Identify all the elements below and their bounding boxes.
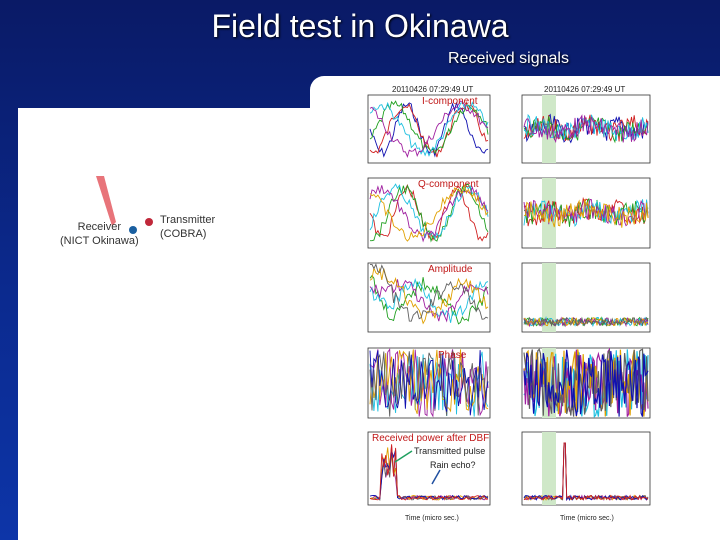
receiver-label-site: (NICT Okinawa) [60, 235, 139, 247]
panel-label-power: Received power after DBF [372, 433, 490, 444]
signal-trace [369, 100, 489, 158]
slide-subtitle: Received signals [448, 50, 569, 67]
signal-trace [369, 444, 489, 501]
signal-trace [369, 184, 489, 242]
highlight-band [542, 432, 556, 505]
signal-trace [523, 114, 649, 144]
signal-trace [370, 263, 489, 322]
signal-trace [369, 185, 489, 243]
signal-trace [369, 274, 489, 325]
signal-trace [523, 113, 649, 141]
signal-trace [369, 102, 489, 158]
annotation-rain-echo: Rain echo? [430, 460, 476, 470]
panel-label-q: Q-component [418, 179, 479, 190]
plot-frame [521, 431, 651, 506]
signal-trace [369, 350, 489, 416]
signal-trace [369, 184, 489, 242]
signal-trace [370, 184, 489, 243]
panel-label-amplitude: Amplitude [428, 264, 473, 275]
signal-trace [524, 199, 649, 228]
transmitter-marker [145, 218, 153, 226]
pulse-arrow [394, 450, 413, 463]
signal-trace [369, 349, 489, 415]
receiver-label: Receiver (NICT Okinawa) [60, 220, 139, 248]
highlight-band [542, 263, 556, 332]
signal-trace [523, 349, 649, 417]
receiver-label-name: Receiver [77, 221, 122, 233]
panel-label-phase: Phase [438, 350, 467, 361]
transmitter-label: Transmitter (COBRA) [160, 213, 215, 241]
beam-shape [96, 176, 116, 226]
signal-trace [523, 316, 649, 327]
receiver-marker [129, 226, 137, 234]
slide-title: Field test in Okinawa [211, 8, 509, 44]
panel-label-i: I-component [422, 96, 478, 107]
timestamp-left: 20110426 07:29:49 UT [392, 85, 474, 94]
signal-trace [523, 442, 649, 501]
xlabel-left: Time (micro sec.) [405, 515, 459, 522]
highlight-band [542, 178, 556, 248]
annotation-transmitted-pulse: Transmitted pulse [414, 446, 486, 456]
rain-arrow [431, 469, 441, 485]
xlabel-right: Time (micro sec.) [560, 515, 614, 522]
signal-trace [523, 199, 649, 228]
signal-trace [369, 101, 489, 157]
signal-trace [369, 277, 489, 323]
transmitter-label-name: Transmitter [160, 214, 216, 226]
signal-trace [523, 442, 649, 501]
timestamp-right: 20110426 07:29:49 UT [544, 85, 626, 94]
signal-trace [369, 100, 489, 158]
transmitter-label-site: (COBRA) [160, 228, 207, 240]
signal-trace [523, 442, 649, 501]
